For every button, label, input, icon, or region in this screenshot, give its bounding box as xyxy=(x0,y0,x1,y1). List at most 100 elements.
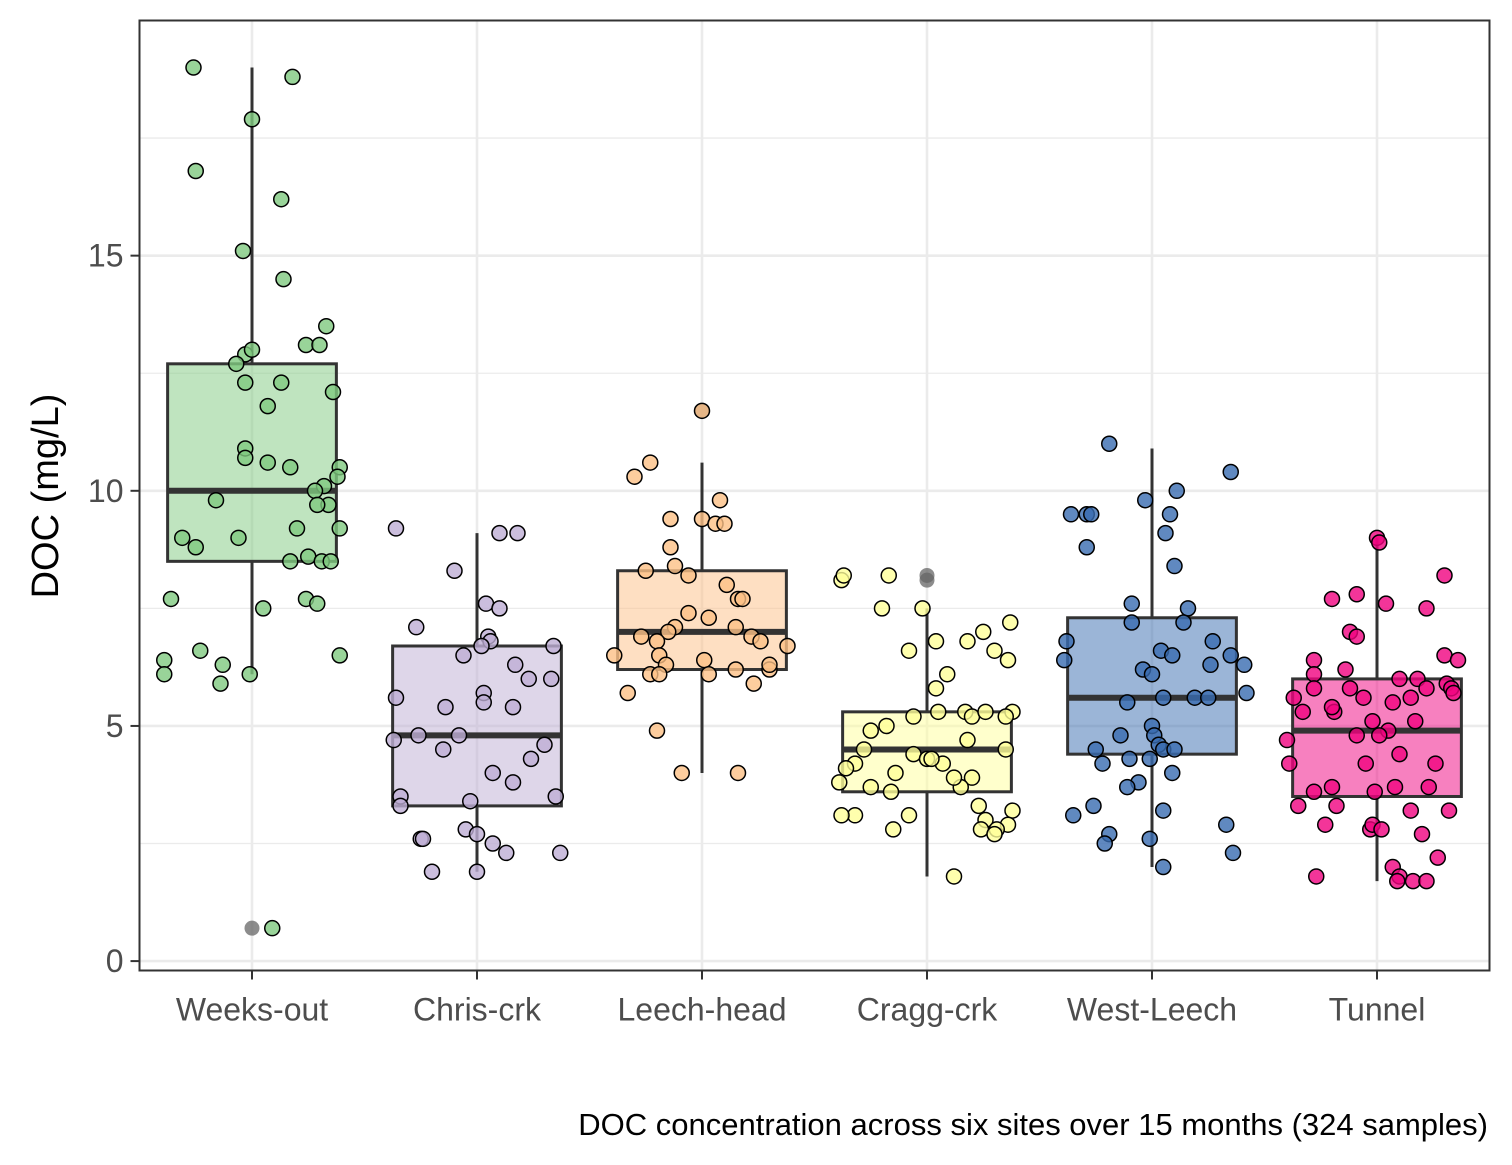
data-point xyxy=(970,797,987,815)
data-point xyxy=(1305,665,1323,683)
data-point xyxy=(637,562,654,579)
data-point xyxy=(1175,614,1192,631)
data-point xyxy=(324,383,342,401)
data-point xyxy=(945,769,963,786)
data-point xyxy=(1164,764,1181,782)
data-point xyxy=(905,745,922,763)
data-point xyxy=(1348,586,1365,603)
data-point xyxy=(880,567,897,584)
data-point xyxy=(1222,463,1239,481)
data-point xyxy=(1371,727,1388,744)
data-point xyxy=(977,703,994,721)
data-point xyxy=(473,637,490,655)
data-point xyxy=(923,750,940,768)
y-tick-label: 0 xyxy=(106,943,124,979)
data-point xyxy=(1328,797,1345,815)
data-point xyxy=(1436,647,1453,664)
data-point xyxy=(835,567,852,584)
data-point xyxy=(959,633,976,650)
data-point xyxy=(156,651,173,669)
data-point xyxy=(1236,656,1253,674)
x-tick-label-chris-crk: Chris-crk xyxy=(413,992,542,1028)
data-point xyxy=(255,600,272,617)
data-point xyxy=(729,764,747,782)
data-point xyxy=(1429,849,1446,866)
data-point xyxy=(1290,797,1307,815)
data-point xyxy=(1094,755,1111,772)
data-point xyxy=(284,68,301,86)
data-point xyxy=(862,778,879,796)
data-point xyxy=(1123,595,1140,612)
data-point xyxy=(212,675,229,692)
data-point xyxy=(700,609,717,627)
data-point xyxy=(491,600,508,617)
data-point xyxy=(1083,506,1100,523)
data-point xyxy=(477,595,495,612)
data-point xyxy=(939,665,956,683)
data-point xyxy=(484,835,501,852)
data-point xyxy=(455,647,472,664)
data-point xyxy=(1384,694,1401,711)
data-point xyxy=(633,628,650,645)
data-point xyxy=(1348,628,1365,645)
data-point xyxy=(450,727,468,744)
data-point xyxy=(885,821,902,838)
data-point xyxy=(1218,816,1235,833)
data-point xyxy=(833,807,850,824)
data-point xyxy=(331,647,348,664)
data-point xyxy=(1121,750,1138,768)
data-point xyxy=(273,374,290,391)
data-point xyxy=(1305,680,1323,697)
data-point xyxy=(1445,684,1462,702)
data-point xyxy=(468,863,486,880)
data-point xyxy=(536,736,553,754)
data-point xyxy=(1056,651,1073,669)
data-point xyxy=(1389,872,1406,890)
data-point xyxy=(1119,778,1136,796)
data-point xyxy=(745,675,762,692)
data-point xyxy=(1155,858,1172,876)
data-point xyxy=(927,680,945,697)
data-point xyxy=(878,717,895,735)
data-point xyxy=(779,637,796,655)
data-point xyxy=(185,59,202,76)
data-point xyxy=(673,764,690,782)
data-point xyxy=(237,449,254,467)
data-point xyxy=(282,459,299,476)
y-axis-title: DOC (mg/L) xyxy=(25,394,67,599)
data-point xyxy=(1155,689,1172,706)
data-point xyxy=(1101,435,1118,453)
data-point xyxy=(387,520,405,537)
data-point xyxy=(1137,491,1154,509)
data-point xyxy=(1224,844,1242,862)
data-point xyxy=(1407,712,1424,730)
data-point xyxy=(282,553,299,570)
data-point xyxy=(1341,680,1359,697)
data-point xyxy=(1373,821,1390,838)
data-point xyxy=(1449,651,1467,669)
data-point xyxy=(243,111,261,128)
data-point xyxy=(1179,600,1197,617)
data-point xyxy=(414,830,432,848)
data-point xyxy=(318,317,335,335)
data-point xyxy=(1058,633,1075,650)
data-point xyxy=(696,651,713,669)
panel-border xyxy=(138,19,1491,972)
y-tick-label: 10 xyxy=(88,473,124,509)
data-point xyxy=(509,524,526,542)
data-point xyxy=(900,807,918,824)
axis-layer: 0 5 10 15 Weeks-out Chris-crk Leech-head Cragg-… xyxy=(88,238,1425,1028)
data-point xyxy=(1305,783,1323,801)
data-point xyxy=(1305,651,1323,669)
data-point xyxy=(752,633,769,650)
data-point xyxy=(1418,680,1435,697)
data-point xyxy=(230,529,247,547)
data-point xyxy=(997,741,1014,758)
data-point xyxy=(1391,745,1408,763)
data-point xyxy=(1317,816,1334,833)
iqr-box xyxy=(391,644,563,808)
chart-caption: DOC concentration across six sites over … xyxy=(578,1107,1488,1142)
outlier-point xyxy=(919,572,935,588)
data-point xyxy=(311,336,328,354)
data-point xyxy=(1420,778,1437,796)
